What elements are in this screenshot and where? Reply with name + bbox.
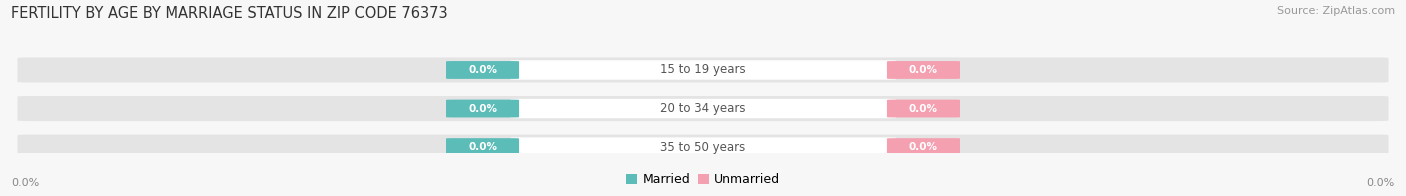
- FancyBboxPatch shape: [17, 135, 1389, 160]
- Text: 0.0%: 0.0%: [468, 103, 498, 113]
- Text: 0.0%: 0.0%: [908, 142, 938, 152]
- FancyBboxPatch shape: [510, 99, 896, 118]
- Text: 0.0%: 0.0%: [468, 142, 498, 152]
- Text: 20 to 34 years: 20 to 34 years: [661, 102, 745, 115]
- FancyBboxPatch shape: [887, 61, 960, 79]
- FancyBboxPatch shape: [887, 138, 960, 156]
- Text: 15 to 19 years: 15 to 19 years: [661, 64, 745, 76]
- FancyBboxPatch shape: [446, 138, 519, 156]
- Text: 35 to 50 years: 35 to 50 years: [661, 141, 745, 154]
- FancyBboxPatch shape: [887, 100, 960, 117]
- Text: 0.0%: 0.0%: [468, 65, 498, 75]
- FancyBboxPatch shape: [17, 57, 1389, 83]
- Text: Source: ZipAtlas.com: Source: ZipAtlas.com: [1277, 6, 1395, 16]
- FancyBboxPatch shape: [17, 96, 1389, 121]
- Text: 0.0%: 0.0%: [908, 65, 938, 75]
- Legend: Married, Unmarried: Married, Unmarried: [621, 168, 785, 191]
- FancyBboxPatch shape: [446, 61, 519, 79]
- FancyBboxPatch shape: [510, 60, 896, 80]
- Text: FERTILITY BY AGE BY MARRIAGE STATUS IN ZIP CODE 76373: FERTILITY BY AGE BY MARRIAGE STATUS IN Z…: [11, 6, 449, 21]
- FancyBboxPatch shape: [510, 137, 896, 157]
- Text: 0.0%: 0.0%: [11, 178, 39, 188]
- FancyBboxPatch shape: [446, 100, 519, 117]
- Text: 0.0%: 0.0%: [908, 103, 938, 113]
- Text: 0.0%: 0.0%: [1367, 178, 1395, 188]
